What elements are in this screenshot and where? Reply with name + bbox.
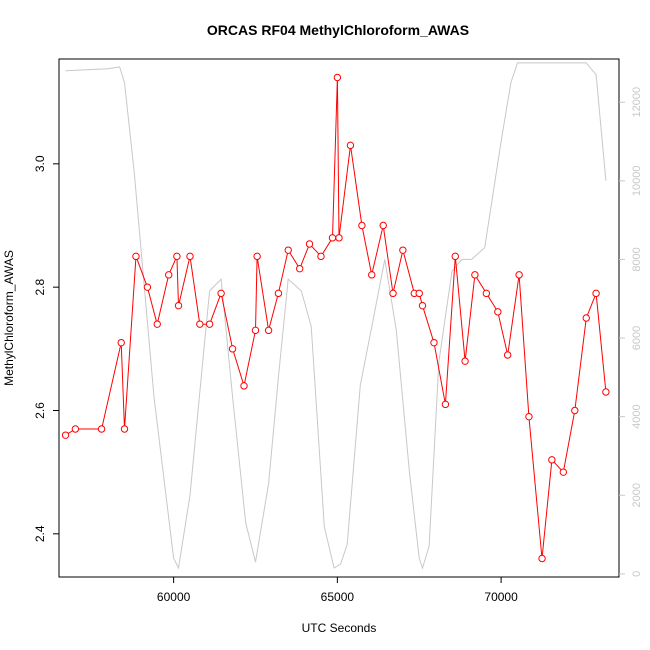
y-tick-label: 2.4 [33,525,47,542]
data-point [571,406,579,415]
data-point [333,73,342,82]
data-point [173,252,181,261]
data-point [389,289,397,298]
y2-tick-label: 6000 [631,326,643,350]
data-point [515,271,523,279]
data-point [97,425,106,433]
data-point [538,554,546,563]
y-tick-label: 2.8 [33,279,47,296]
data-point [494,308,502,316]
x-tick-label: 70000 [484,590,518,604]
data-point [368,271,376,279]
data-point [328,234,337,242]
data-point [143,283,152,291]
data-point [358,221,366,230]
data-point [418,301,427,310]
data-point [582,314,590,322]
y-axis-left: 2.4 2.6 2.8 3.0 [33,155,59,542]
y-axis-label: MethylChloroform_AWAS [2,250,16,386]
y2-tick-label: 2000 [631,483,643,507]
data-point [251,326,260,335]
data-point [165,271,173,279]
data-point [346,141,355,150]
data-point [461,357,469,365]
series-layer [61,62,610,570]
data-point [196,320,204,328]
data-point [471,271,479,279]
data-point [186,252,194,261]
y2-tick-label: 4000 [631,404,643,428]
data-point [71,425,80,433]
data-point [430,338,438,347]
data-point [264,326,273,335]
y-tick-label: 2.6 [33,402,47,419]
x-tick-label: 65000 [321,590,355,604]
chart-title: ORCAS RF04 MethylChloroform_AWAS [207,22,469,38]
y2-tick-label: 8000 [631,247,643,271]
y2-tick-label: 0 [631,571,643,577]
data-point [482,289,491,298]
x-tick-label: 60000 [157,590,191,604]
data-point [153,320,161,328]
data-point [548,456,556,464]
data-point [592,289,600,298]
data-point [174,301,183,310]
data-point [61,431,70,439]
y2-tick-label: 12000 [631,87,643,118]
data-point [240,382,248,390]
data-point [228,345,237,353]
data-point [503,351,512,359]
data-point [559,468,568,476]
data-point [253,252,261,261]
data-point [305,240,314,248]
y-axis-right: 0 2000 4000 6000 8000 10000 12000 [619,87,643,577]
data-point [451,252,459,261]
plot-frame [58,58,620,578]
data-point [117,338,125,347]
data-point [132,252,140,261]
y-tick-label: 3.0 [33,155,47,172]
data-point [296,264,304,273]
x-axis-label: UTC Seconds [302,621,377,635]
x-axis: 60000 65000 70000 [157,577,518,604]
data-point [274,289,283,298]
data-point [217,289,225,298]
data-point [120,425,129,433]
data-point [335,234,343,242]
data-point [602,388,610,396]
data-point [284,246,292,254]
data-point [399,246,407,254]
data-point [379,221,387,230]
data-point [441,400,450,409]
data-point [317,252,325,261]
data-point [415,289,423,298]
series-line-secondary [65,62,607,570]
data-point [525,412,533,421]
y2-tick-label: 10000 [631,166,643,197]
data-point [205,320,214,328]
